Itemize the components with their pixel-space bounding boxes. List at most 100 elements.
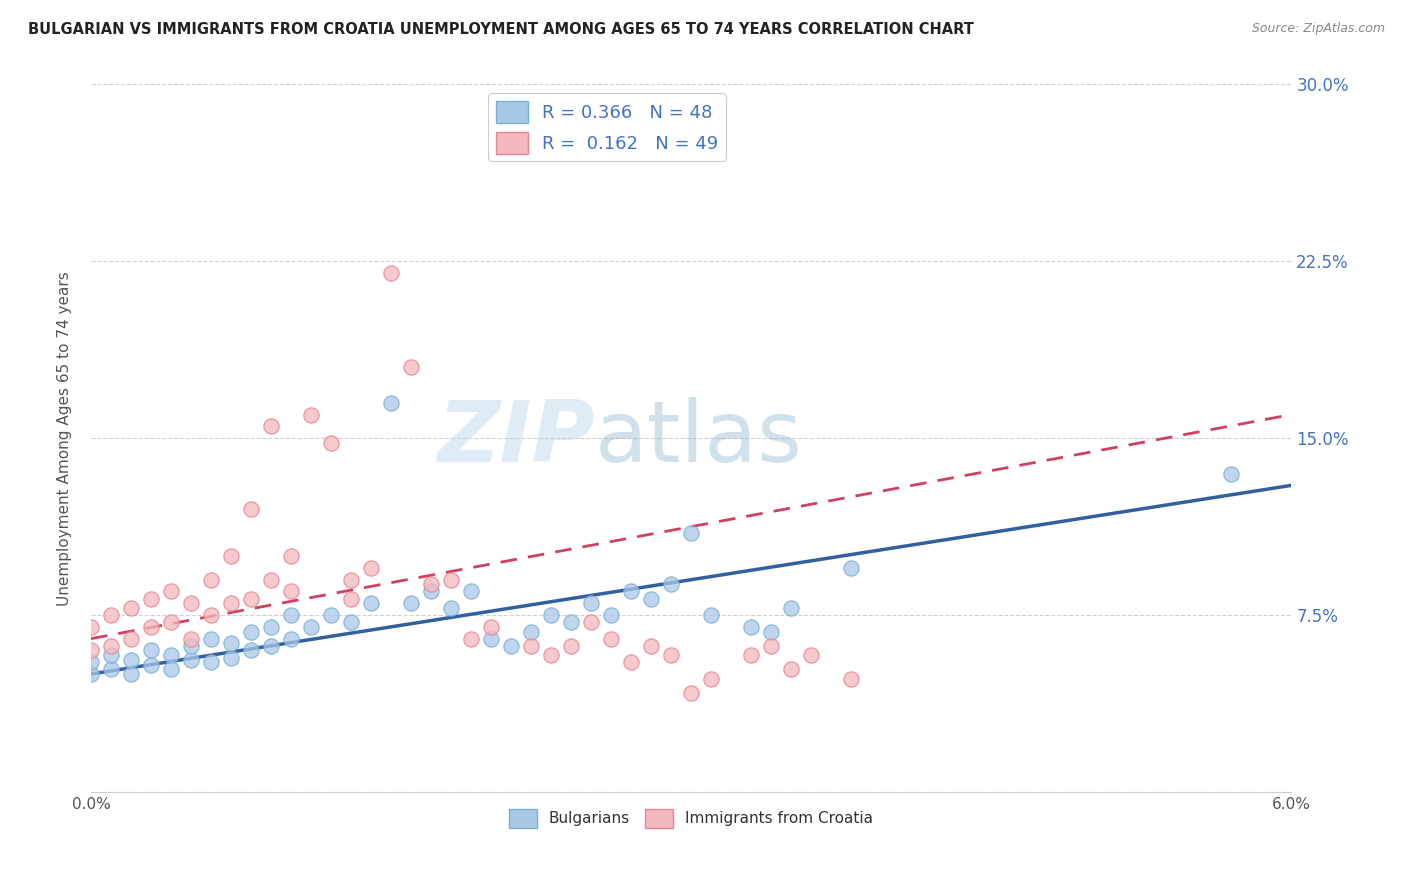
Point	[319, 436, 342, 450]
Point	[219, 650, 242, 665]
Point	[139, 657, 162, 672]
Point	[1220, 467, 1243, 481]
Point	[640, 639, 662, 653]
Point	[600, 632, 623, 646]
Point	[460, 632, 482, 646]
Y-axis label: Unemployment Among Ages 65 to 74 years: Unemployment Among Ages 65 to 74 years	[58, 271, 72, 606]
Point	[479, 620, 502, 634]
Point	[80, 643, 103, 657]
Text: atlas: atlas	[595, 397, 803, 480]
Point	[200, 573, 222, 587]
Point	[460, 584, 482, 599]
Point	[579, 596, 602, 610]
Point	[160, 584, 183, 599]
Point	[360, 561, 382, 575]
Point	[520, 639, 543, 653]
Point	[560, 639, 582, 653]
Point	[440, 601, 463, 615]
Point	[380, 396, 402, 410]
Point	[839, 561, 862, 575]
Point	[260, 620, 283, 634]
Point	[240, 643, 263, 657]
Point	[399, 596, 422, 610]
Point	[280, 608, 302, 623]
Point	[540, 608, 562, 623]
Legend: Bulgarians, Immigrants from Croatia: Bulgarians, Immigrants from Croatia	[503, 803, 879, 834]
Point	[740, 620, 762, 634]
Point	[280, 584, 302, 599]
Point	[180, 653, 202, 667]
Point	[219, 636, 242, 650]
Point	[360, 596, 382, 610]
Point	[560, 615, 582, 629]
Point	[200, 608, 222, 623]
Point	[420, 584, 443, 599]
Point	[80, 620, 103, 634]
Point	[440, 573, 463, 587]
Point	[120, 632, 142, 646]
Point	[219, 596, 242, 610]
Point	[240, 624, 263, 639]
Point	[520, 624, 543, 639]
Point	[579, 615, 602, 629]
Point	[620, 584, 643, 599]
Point	[260, 573, 283, 587]
Point	[200, 632, 222, 646]
Point	[139, 620, 162, 634]
Point	[180, 639, 202, 653]
Point	[800, 648, 823, 662]
Point	[340, 573, 363, 587]
Point	[120, 653, 142, 667]
Point	[219, 549, 242, 563]
Point	[260, 639, 283, 653]
Point	[759, 639, 782, 653]
Text: BULGARIAN VS IMMIGRANTS FROM CROATIA UNEMPLOYMENT AMONG AGES 65 TO 74 YEARS CORR: BULGARIAN VS IMMIGRANTS FROM CROATIA UNE…	[28, 22, 974, 37]
Point	[80, 655, 103, 669]
Point	[839, 672, 862, 686]
Point	[740, 648, 762, 662]
Point	[100, 608, 122, 623]
Point	[640, 591, 662, 606]
Point	[479, 632, 502, 646]
Point	[380, 266, 402, 280]
Point	[240, 502, 263, 516]
Text: Source: ZipAtlas.com: Source: ZipAtlas.com	[1251, 22, 1385, 36]
Point	[540, 648, 562, 662]
Point	[659, 577, 682, 591]
Point	[80, 667, 103, 681]
Point	[499, 639, 522, 653]
Point	[780, 662, 803, 676]
Point	[180, 632, 202, 646]
Point	[340, 615, 363, 629]
Point	[200, 655, 222, 669]
Point	[420, 577, 443, 591]
Point	[759, 624, 782, 639]
Point	[160, 662, 183, 676]
Point	[299, 620, 322, 634]
Point	[139, 643, 162, 657]
Point	[399, 360, 422, 375]
Point	[600, 608, 623, 623]
Point	[120, 667, 142, 681]
Point	[319, 608, 342, 623]
Point	[100, 639, 122, 653]
Point	[299, 408, 322, 422]
Point	[280, 632, 302, 646]
Point	[780, 601, 803, 615]
Point	[681, 525, 703, 540]
Point	[659, 648, 682, 662]
Point	[700, 672, 723, 686]
Point	[139, 591, 162, 606]
Point	[620, 655, 643, 669]
Point	[280, 549, 302, 563]
Point	[499, 136, 522, 151]
Point	[160, 615, 183, 629]
Point	[180, 596, 202, 610]
Point	[100, 662, 122, 676]
Text: ZIP: ZIP	[437, 397, 595, 480]
Point	[100, 648, 122, 662]
Point	[160, 648, 183, 662]
Point	[681, 686, 703, 700]
Point	[700, 608, 723, 623]
Point	[240, 591, 263, 606]
